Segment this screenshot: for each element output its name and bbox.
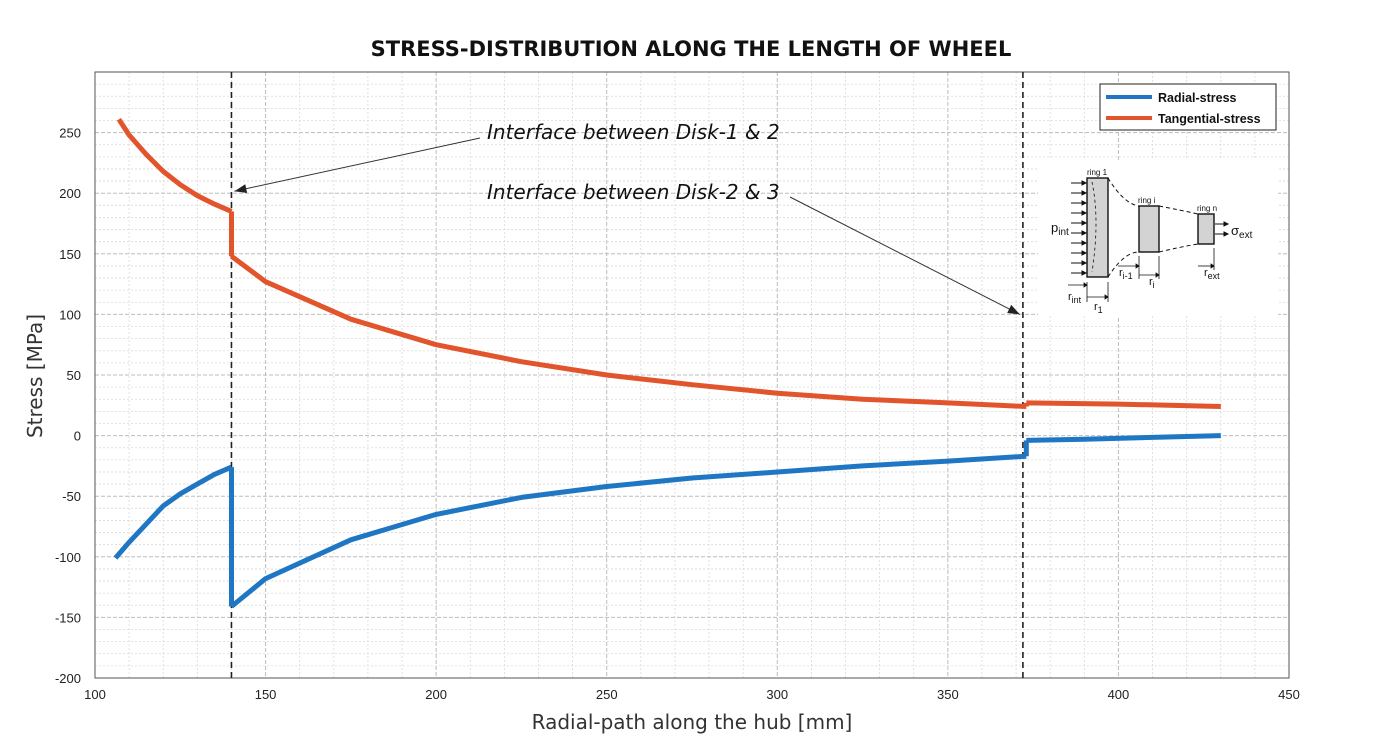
ring-i-shape [1138, 205, 1160, 253]
y-tick-label: -100 [55, 550, 81, 565]
r-ext-label: rext [1204, 267, 1220, 281]
pressure-arrows [1071, 180, 1088, 276]
annotation-arrow-1 [234, 137, 481, 192]
ring-1-shape [1086, 177, 1109, 278]
y-tick-label: -150 [55, 610, 81, 625]
x-tick-label: 200 [425, 687, 447, 702]
legend: Radial-stress Tangential-stress [1099, 83, 1277, 131]
grid [95, 72, 1289, 678]
ring-n-label: ring n [1197, 204, 1217, 213]
ri-label: ri [1149, 276, 1155, 290]
legend-label-tangential: Tangential-stress [1158, 112, 1261, 126]
sigma-ext-label: σext [1231, 223, 1253, 241]
series-lines [113, 117, 1221, 609]
ring-1-label: ring 1 [1087, 168, 1108, 177]
series-line-radial [113, 433, 1221, 609]
x-tick-label: 250 [596, 687, 618, 702]
x-tick-label: 150 [255, 687, 277, 702]
ring-n-shape [1197, 213, 1215, 245]
annotation-arrow-2-head [1007, 304, 1020, 315]
chart-title: STRESS-DISTRIBUTION ALONG THE LENGTH OF … [371, 37, 1012, 61]
r-int-label: rint [1068, 291, 1082, 305]
annotation-arrow-1-head [234, 184, 248, 194]
y-axis-label: Stress [MPa] [23, 314, 47, 438]
y-tick-label: 50 [67, 368, 81, 383]
ring-schematic-inset: ring 1 ring i ring n pint σext rint r1 r… [1038, 160, 1278, 316]
external-stress-arrows [1215, 221, 1230, 237]
series-line-tangential [116, 117, 1221, 409]
plot-area-border [94, 71, 1290, 679]
x-tick-label: 450 [1278, 687, 1300, 702]
ring-envelope-top [1107, 177, 1199, 215]
ri1-label: ri-1 [1119, 267, 1133, 281]
ring-1-inner-dash [1091, 181, 1097, 273]
r1-label: r1 [1094, 301, 1103, 315]
legend-box [1099, 83, 1277, 131]
x-tick-label: 300 [766, 687, 788, 702]
legend-label-radial: Radial-stress [1158, 91, 1237, 105]
y-tick-label: -50 [62, 489, 81, 504]
y-tick-label: -200 [55, 671, 81, 686]
y-tick-label: 100 [59, 307, 81, 322]
axis-ticks: 100 150 200 250 300 350 400 450 -200 -150 -100 -50 0… [55, 126, 1300, 702]
x-tick-label: 100 [84, 687, 106, 702]
annotation-interface-2-3: Interface between Disk-2 & 3 [487, 180, 780, 204]
annotation-interface-1-2: Interface between Disk-1 & 2 [487, 120, 780, 144]
x-tick-label: 400 [1108, 687, 1130, 702]
ring-envelope-bottom [1107, 243, 1199, 278]
y-tick-label: 0 [74, 429, 81, 444]
annotation-arrow-2 [789, 196, 1021, 315]
p-int-label: pint [1051, 220, 1069, 238]
x-axis-label: Radial-path along the hub [mm] [532, 710, 853, 734]
annotation-arrows [234, 137, 1021, 315]
x-tick-label: 350 [937, 687, 959, 702]
dimension-marks [1068, 248, 1215, 302]
y-tick-label: 250 [59, 126, 81, 141]
y-tick-label: 200 [59, 186, 81, 201]
y-tick-label: 150 [59, 247, 81, 262]
ring-i-label: ring i [1138, 196, 1156, 205]
